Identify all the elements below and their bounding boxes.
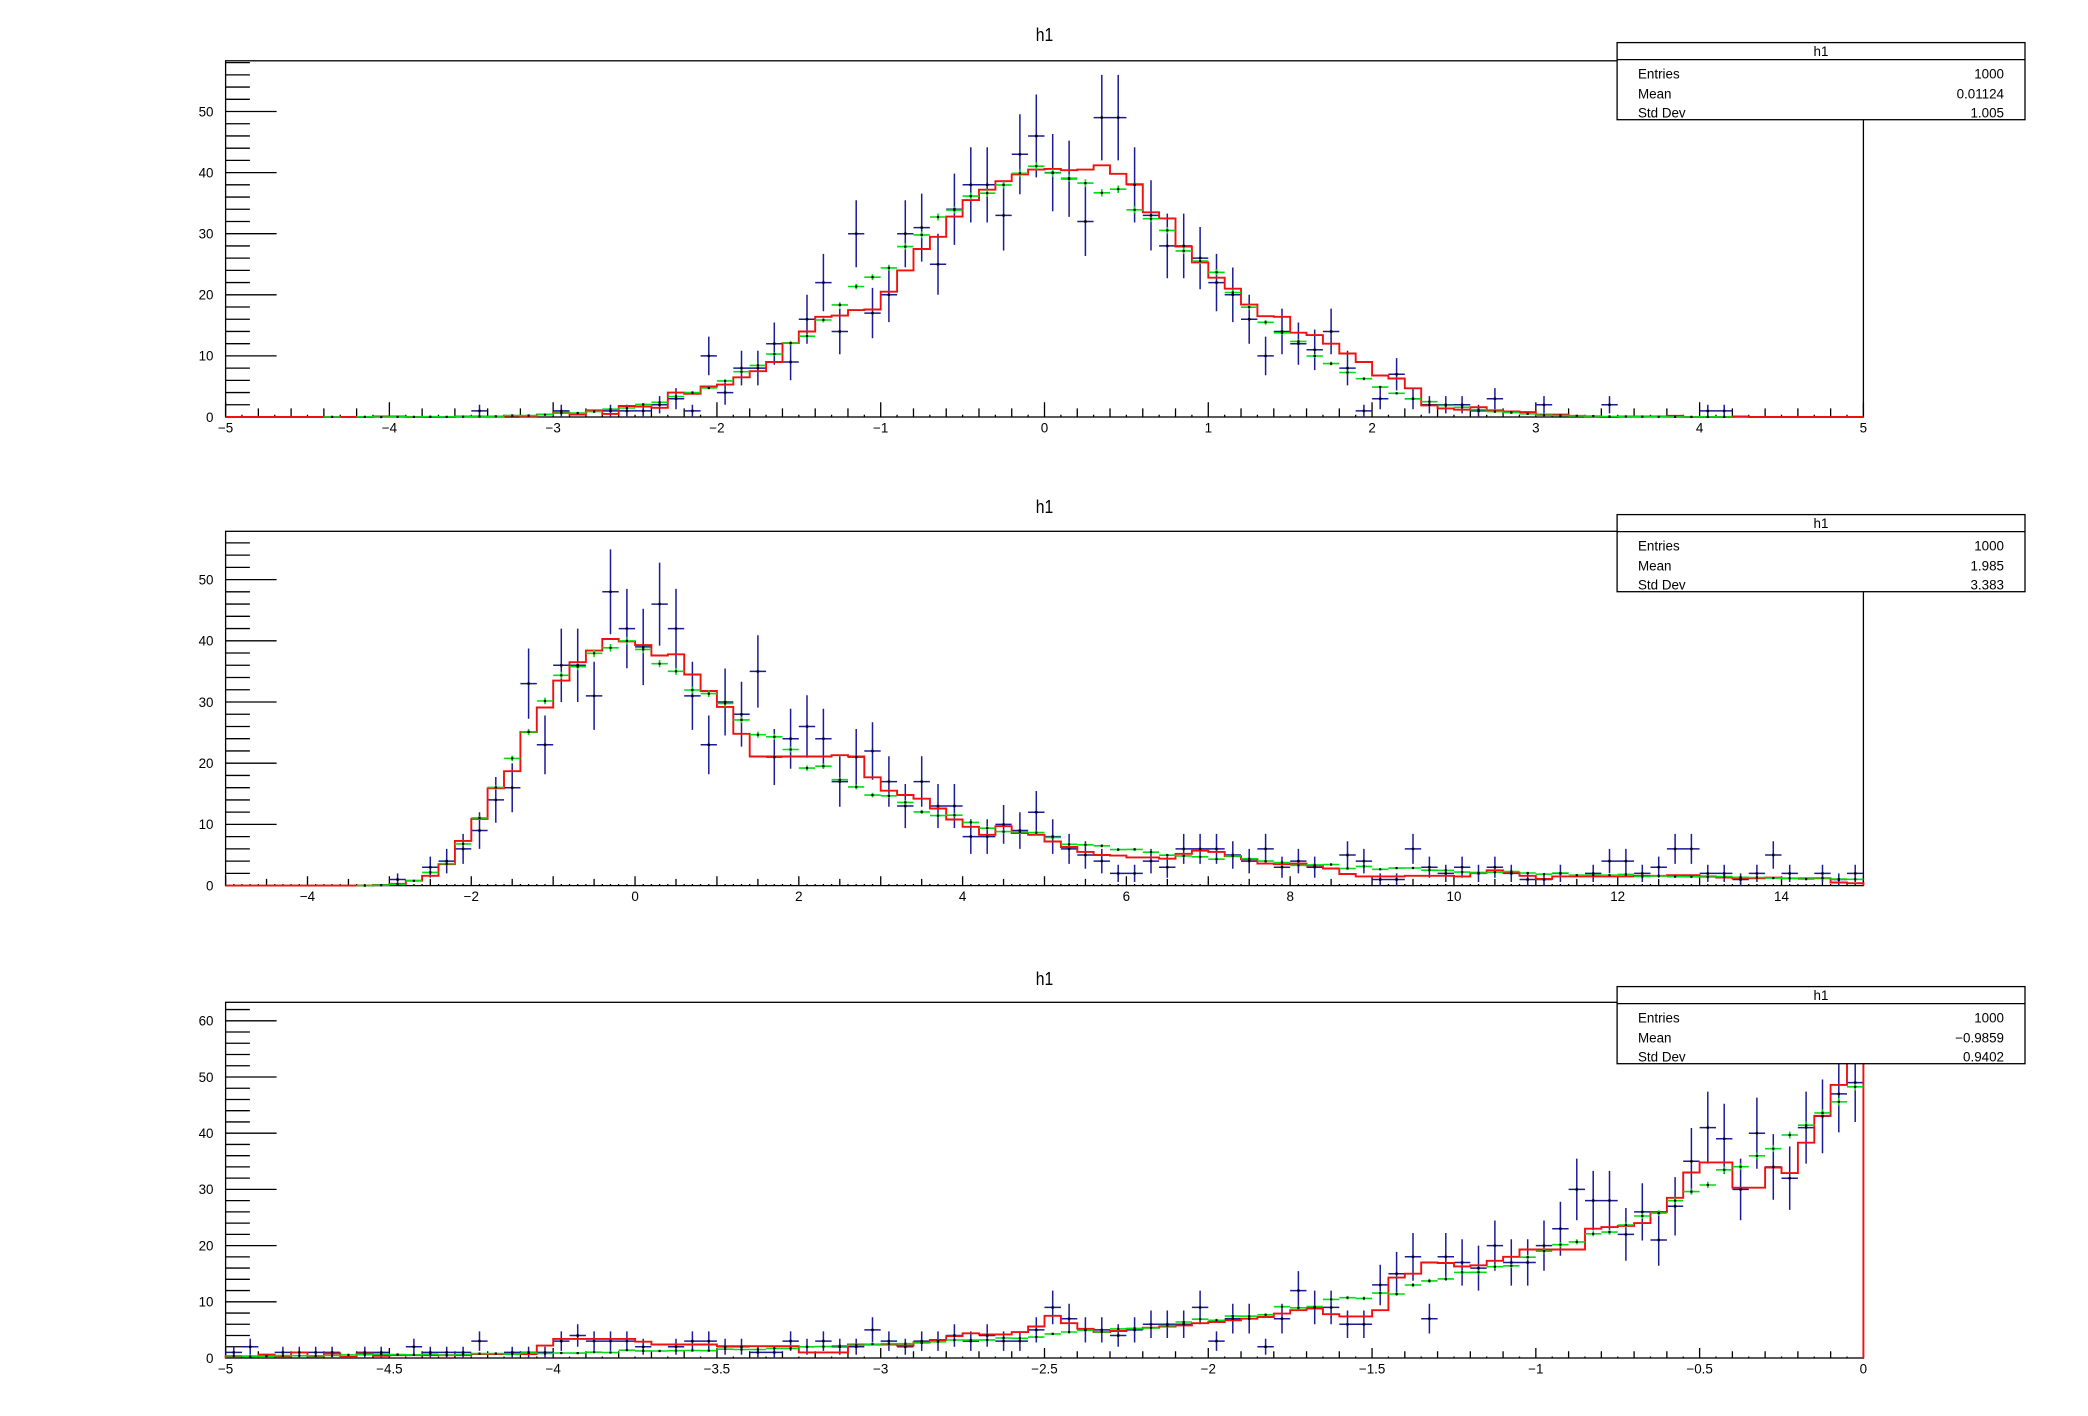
svg-text:40: 40 xyxy=(199,634,214,649)
svg-text:10: 10 xyxy=(1447,889,1462,904)
svg-text:−2: −2 xyxy=(464,889,479,904)
svg-text:h1: h1 xyxy=(1036,24,1054,45)
svg-text:8: 8 xyxy=(1286,889,1293,904)
svg-text:1000: 1000 xyxy=(1974,1011,2004,1026)
svg-text:30: 30 xyxy=(199,227,214,242)
svg-text:−4: −4 xyxy=(546,1361,562,1376)
svg-text:14: 14 xyxy=(1774,889,1789,904)
svg-text:1000: 1000 xyxy=(1974,539,2004,554)
svg-text:−4: −4 xyxy=(382,420,398,435)
svg-text:Std Dev: Std Dev xyxy=(1638,1049,1686,1064)
svg-text:−4.5: −4.5 xyxy=(376,1361,402,1376)
svg-text:10: 10 xyxy=(199,1295,214,1310)
svg-text:0: 0 xyxy=(631,889,638,904)
svg-text:12: 12 xyxy=(1610,889,1625,904)
svg-text:Mean: Mean xyxy=(1638,1031,1672,1046)
svg-text:h1: h1 xyxy=(1036,496,1054,517)
svg-text:−5: −5 xyxy=(218,1361,233,1376)
svg-text:Entries: Entries xyxy=(1638,67,1680,82)
svg-text:60: 60 xyxy=(199,1014,214,1029)
svg-text:1000: 1000 xyxy=(1974,67,2004,82)
svg-text:−2: −2 xyxy=(1201,1361,1216,1376)
svg-text:−3: −3 xyxy=(546,420,561,435)
svg-text:0: 0 xyxy=(206,410,213,425)
svg-text:−3.5: −3.5 xyxy=(704,1361,730,1376)
svg-text:2: 2 xyxy=(795,889,802,904)
svg-text:Mean: Mean xyxy=(1638,87,1672,102)
svg-text:4: 4 xyxy=(959,889,967,904)
svg-text:Entries: Entries xyxy=(1638,539,1680,554)
svg-text:20: 20 xyxy=(199,288,214,303)
svg-text:1.005: 1.005 xyxy=(1970,105,2004,120)
svg-text:0.9402: 0.9402 xyxy=(1963,1049,2004,1064)
svg-text:30: 30 xyxy=(199,695,214,710)
svg-text:10: 10 xyxy=(199,817,214,832)
svg-text:3: 3 xyxy=(1532,420,1539,435)
svg-text:−1.5: −1.5 xyxy=(1359,1361,1385,1376)
svg-text:3.383: 3.383 xyxy=(1970,577,2004,592)
svg-text:20: 20 xyxy=(199,756,214,771)
svg-text:−5: −5 xyxy=(218,420,233,435)
svg-text:−0.9859: −0.9859 xyxy=(1955,1031,2004,1046)
svg-text:40: 40 xyxy=(199,165,214,180)
svg-text:Std Dev: Std Dev xyxy=(1638,105,1686,120)
svg-text:h1: h1 xyxy=(1036,968,1054,989)
svg-text:6: 6 xyxy=(1123,889,1130,904)
svg-text:1: 1 xyxy=(1205,420,1212,435)
svg-text:20: 20 xyxy=(199,1238,214,1253)
svg-text:−1: −1 xyxy=(1528,1361,1543,1376)
svg-text:−2.5: −2.5 xyxy=(1031,1361,1057,1376)
svg-text:h1: h1 xyxy=(1814,516,1829,531)
svg-text:10: 10 xyxy=(199,349,214,364)
svg-text:50: 50 xyxy=(199,104,214,119)
svg-text:40: 40 xyxy=(199,1126,214,1141)
svg-text:2: 2 xyxy=(1368,420,1375,435)
svg-text:−0.5: −0.5 xyxy=(1686,1361,1712,1376)
svg-text:0: 0 xyxy=(206,1351,213,1366)
svg-text:Mean: Mean xyxy=(1638,559,1672,574)
svg-text:50: 50 xyxy=(199,572,214,587)
svg-text:−2: −2 xyxy=(709,420,724,435)
svg-text:−3: −3 xyxy=(873,1361,888,1376)
svg-text:h1: h1 xyxy=(1814,988,1829,1003)
svg-text:5: 5 xyxy=(1860,420,1867,435)
svg-text:h1: h1 xyxy=(1814,44,1829,59)
svg-text:Entries: Entries xyxy=(1638,1011,1680,1026)
svg-text:Std Dev: Std Dev xyxy=(1638,577,1686,592)
svg-text:0.01124: 0.01124 xyxy=(1957,87,2005,102)
svg-text:0: 0 xyxy=(206,878,213,893)
svg-text:−1: −1 xyxy=(873,420,888,435)
svg-text:4: 4 xyxy=(1696,420,1704,435)
svg-text:50: 50 xyxy=(199,1070,214,1085)
svg-text:−4: −4 xyxy=(300,889,316,904)
svg-text:30: 30 xyxy=(199,1182,214,1197)
svg-text:0: 0 xyxy=(1860,1361,1867,1376)
svg-text:1.985: 1.985 xyxy=(1970,559,2004,574)
svg-text:0: 0 xyxy=(1041,420,1048,435)
